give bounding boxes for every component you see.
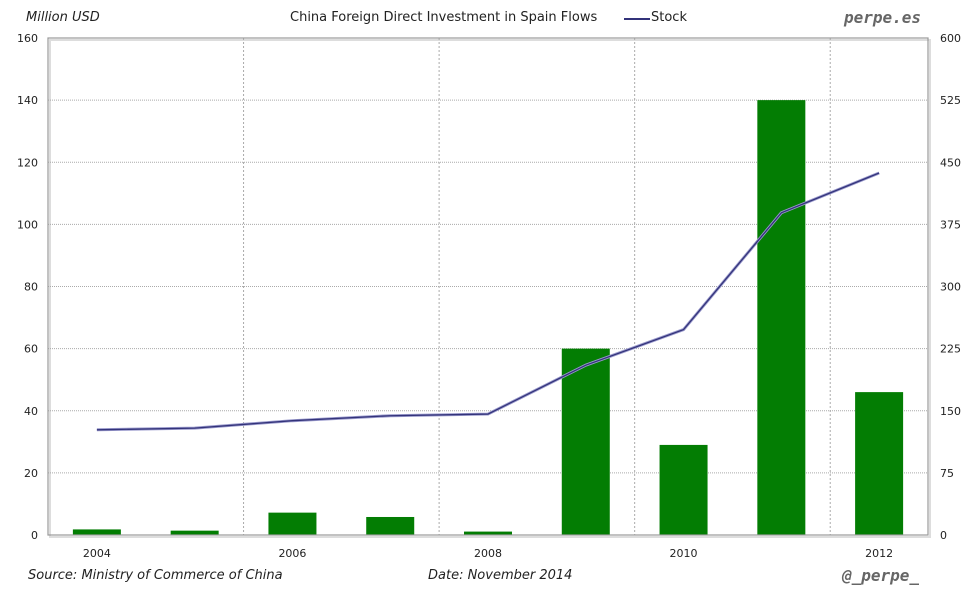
x-tick-label: 2006	[278, 547, 306, 560]
x-tick-label: 2012	[865, 547, 893, 560]
y2-tick-label: 375	[940, 218, 961, 231]
y-tick-label: 160	[17, 32, 38, 45]
bar-2006	[268, 512, 317, 535]
y2-tick-label: 300	[940, 281, 961, 294]
bar-2011	[757, 100, 806, 535]
y2-tick-label: 525	[940, 94, 961, 107]
stock-line	[96, 172, 880, 431]
y2-tick-label: 600	[940, 32, 961, 45]
y2-tick-label: 0	[940, 529, 947, 542]
x-tick-label: 2008	[474, 547, 502, 560]
y2-tick-label: 75	[940, 467, 954, 480]
bar-2009	[561, 348, 610, 535]
y-tick-label: 80	[24, 281, 38, 294]
y2-tick-label: 150	[940, 405, 961, 418]
y-axis-title: Million USD	[26, 10, 100, 25]
y-tick-label: 120	[17, 156, 38, 169]
source-note: Source: Ministry of Commerce of China	[28, 568, 283, 583]
legend-stock-swatch	[624, 18, 650, 20]
date-note: Date: November 2014	[428, 568, 573, 583]
bar-2012	[855, 392, 904, 535]
legend-stock-label: Stock	[651, 10, 687, 25]
y-tick-label: 0	[31, 529, 38, 542]
y-tick-label: 100	[17, 218, 38, 231]
bar-2004	[72, 529, 121, 535]
x-tick-label: 2004	[83, 547, 111, 560]
y2-tick-label: 450	[940, 156, 961, 169]
x-tick-label: 2010	[670, 547, 698, 560]
y-tick-label: 60	[24, 343, 38, 356]
brand-logo: perpe.es	[844, 8, 922, 27]
bar-2005	[170, 530, 219, 535]
bar-2010	[659, 444, 708, 535]
y-tick-label: 140	[17, 94, 38, 107]
bar-2008	[464, 531, 512, 535]
plot-shadow	[49, 39, 931, 538]
chart-title: China Foreign Direct Investment in Spain…	[290, 10, 598, 25]
bar-2007	[366, 516, 415, 535]
handle-logo: @_perpe_	[842, 566, 920, 585]
plot-frame	[47, 37, 929, 536]
y-tick-label: 20	[24, 467, 38, 480]
y2-tick-label: 225	[940, 343, 961, 356]
y-tick-label: 40	[24, 405, 38, 418]
